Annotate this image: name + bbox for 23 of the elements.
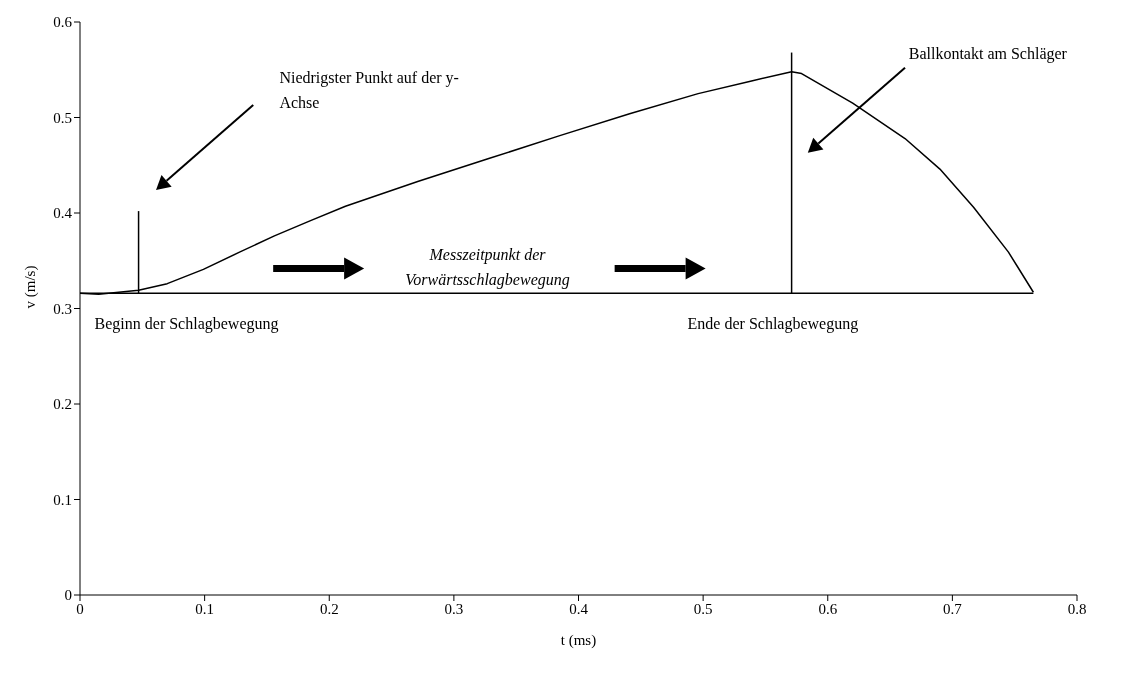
x-tick-label: 0.7 (943, 600, 963, 617)
annotation: Niedrigster Punkt auf der y-Achse (279, 67, 460, 113)
x-tick-label: 0.3 (444, 600, 464, 617)
annotation: Ballkontakt am Schläger (908, 44, 1068, 65)
x-tick-label: 0.4 (569, 600, 589, 617)
y-tick-label: 0.6 (53, 14, 73, 31)
annotation: Messzeitpunkt der Vorwärtsschlagbewegung (404, 245, 571, 291)
x-tick-label: 0.2 (319, 600, 339, 617)
annotation: Ende der Schlagbewegung (687, 314, 860, 335)
annotation: Beginn der Schlagbewegung (94, 314, 280, 335)
y-tick-label: 0.2 (53, 396, 72, 413)
x-tick-label: 0.5 (693, 600, 713, 617)
x-axis-title: t (ms) (560, 632, 597, 649)
x-tick-label: 0 (76, 600, 84, 617)
x-tick-label: 0.1 (195, 600, 214, 617)
x-tick-label: 0.6 (818, 600, 838, 617)
y-tick-label: 0.1 (53, 491, 72, 508)
y-tick-label: 0.3 (53, 300, 72, 317)
x-tick-label: 0.8 (1067, 600, 1087, 617)
y-tick-label: 0.4 (53, 205, 73, 222)
y-tick-label: 0.5 (53, 109, 72, 126)
y-axis-title: v (m/s) (22, 265, 40, 309)
y-tick-label: 0 (64, 587, 72, 604)
